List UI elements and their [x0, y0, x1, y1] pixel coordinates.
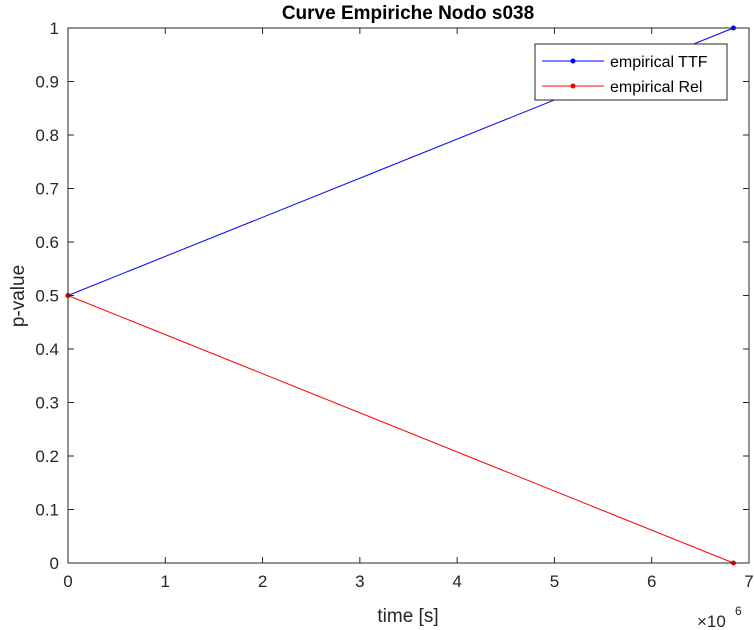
y-tick-label: 1	[50, 19, 59, 38]
plot-area	[68, 28, 749, 563]
y-axis-label: p-value	[8, 265, 29, 327]
x-tick-label: 7	[744, 572, 753, 591]
legend-marker-rel	[570, 83, 576, 89]
y-tick-label: 0.5	[35, 287, 59, 306]
legend-box	[534, 43, 728, 101]
y-tick-label: 0.8	[35, 126, 59, 145]
x-tick-label: 1	[161, 572, 170, 591]
x-tick-label: 4	[452, 572, 461, 591]
y-tick-label: 0.7	[35, 180, 59, 199]
y-tick-label: 0.3	[35, 394, 59, 413]
legend-label-rel: empirical Rel	[610, 79, 702, 96]
x-tick-label: 5	[550, 572, 559, 591]
legend: empirical TTF empirical Rel	[534, 43, 728, 101]
legend-label-ttf: empirical TTF	[610, 54, 708, 71]
y-axis: 0 0.1 0.2 0.3 0.4 0.5 0.6 0.7 0.8 0.9 1	[35, 19, 749, 573]
x-axis-exponent-power: 6	[735, 604, 742, 618]
chart-title: Curve Empiriche Nodo s038	[282, 3, 534, 24]
x-tick-label: 0	[63, 572, 72, 591]
x-tick-label: 2	[258, 572, 267, 591]
x-axis-exponent: ×10 6	[697, 604, 742, 630]
x-axis-label: time [s]	[377, 606, 438, 627]
y-tick-label: 0.1	[35, 501, 59, 520]
y-tick-label: 0.2	[35, 447, 59, 466]
y-tick-label: 0	[50, 554, 59, 573]
x-tick-label: 3	[355, 572, 364, 591]
x-axis-exponent-base: ×10	[697, 612, 726, 630]
y-tick-label: 0.6	[35, 233, 59, 252]
y-tick-label: 0.4	[35, 340, 59, 359]
series-line-rel	[67, 295, 734, 564]
x-axis: 0 1 2 3 4 5 6 7	[63, 28, 754, 591]
y-tick-label: 0.9	[35, 73, 59, 92]
x-tick-label: 6	[647, 572, 656, 591]
legend-marker-ttf	[570, 58, 576, 64]
